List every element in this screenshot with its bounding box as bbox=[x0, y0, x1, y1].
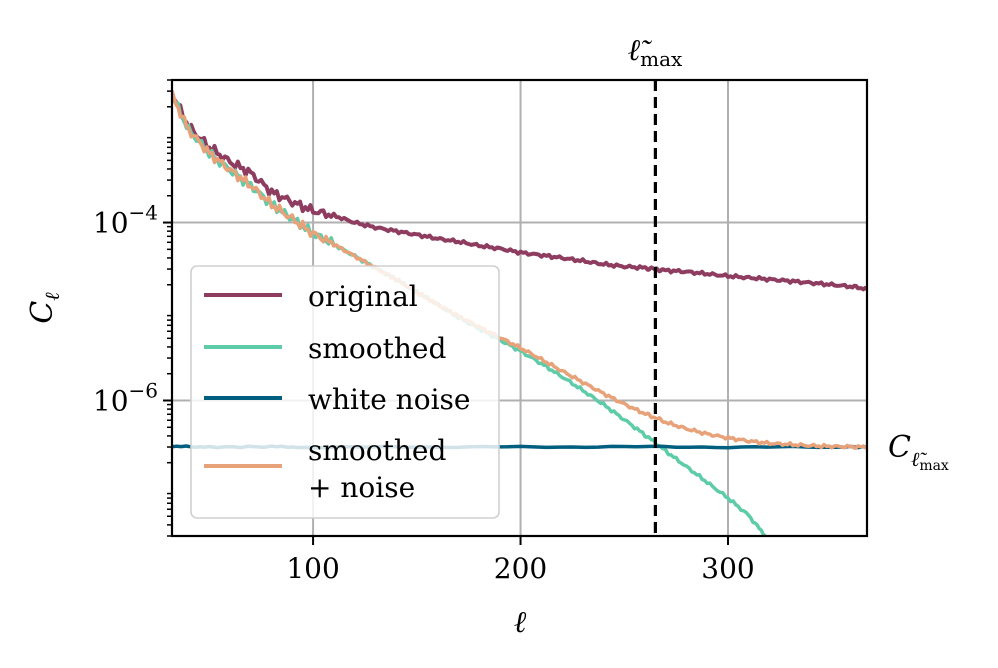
right-annotation-main: C bbox=[888, 430, 911, 465]
legend: original smoothed white noise smoothed +… bbox=[190, 265, 500, 519]
series-line-smoothed-noise bbox=[172, 90, 867, 450]
vline-label: ℓ̃max bbox=[628, 33, 683, 71]
y-tick-label: 10−4 bbox=[93, 201, 158, 240]
y-axis-label-sub: ℓ bbox=[40, 292, 64, 301]
y-tick-label: 10−6 bbox=[93, 378, 158, 417]
plot-frame bbox=[170, 78, 869, 538]
legend-label-smoothed-noise-line1: smoothed bbox=[308, 434, 446, 467]
legend-label-white-noise: white noise bbox=[308, 383, 470, 416]
axis-ticks: 100 200 300 10−4 10−6 bbox=[93, 79, 755, 585]
x-tick-label: 200 bbox=[494, 552, 547, 585]
right-annotation: Cℓ̃max bbox=[888, 430, 949, 474]
legend-label-smoothed: smoothed bbox=[308, 332, 446, 365]
vline-label-sub: max bbox=[640, 47, 683, 71]
svg-text:Cℓ: Cℓ bbox=[25, 292, 64, 324]
legend-label-original: original bbox=[308, 280, 418, 313]
x-tick-label: 100 bbox=[286, 552, 339, 585]
x-axis-label: ℓ bbox=[514, 605, 527, 640]
y-axis-label-main: C bbox=[25, 301, 60, 324]
legend-label-smoothed-noise-line2: + noise bbox=[308, 471, 415, 504]
series-line-original bbox=[172, 96, 867, 292]
x-tick-label: 300 bbox=[701, 552, 754, 585]
right-annotation-subsub: max bbox=[919, 458, 949, 474]
y-axis-label: Cℓ bbox=[25, 292, 64, 324]
legend-box bbox=[190, 265, 500, 519]
